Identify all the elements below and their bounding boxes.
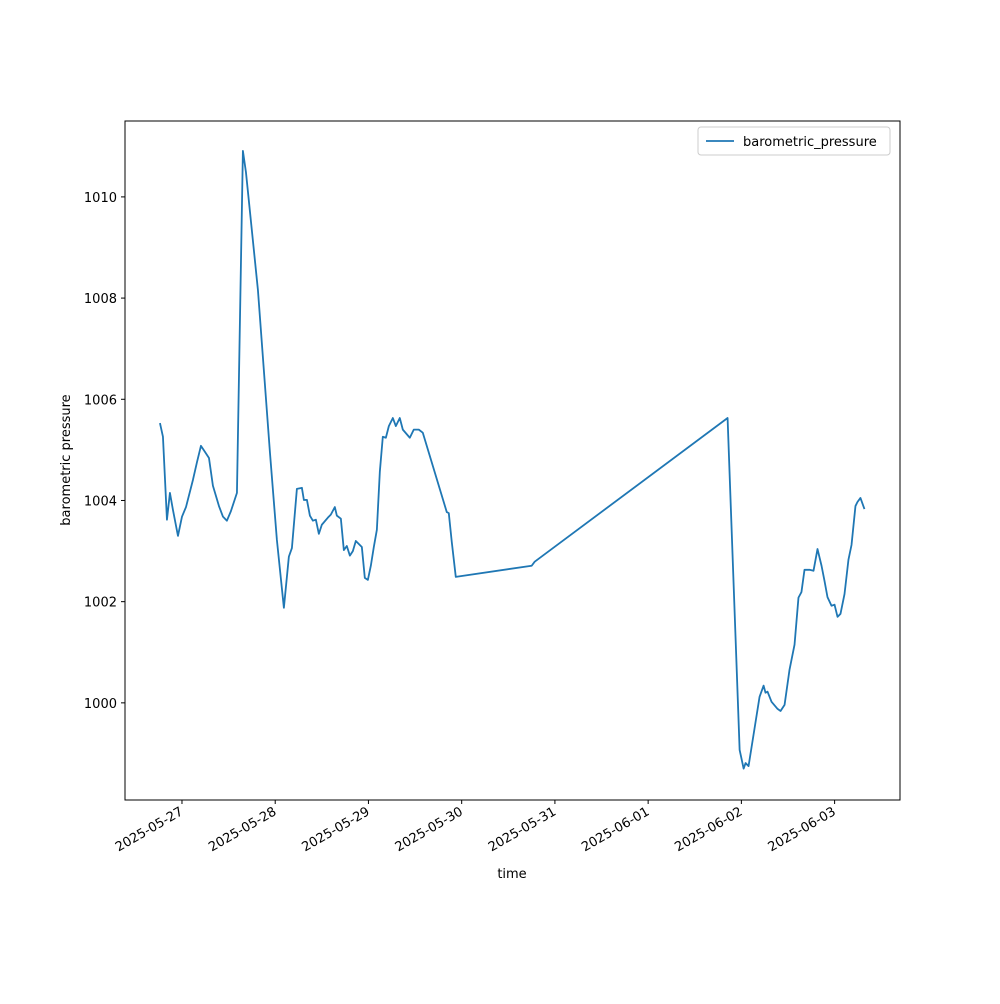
y-tick-label: 1004 (84, 494, 117, 509)
y-tick-label: 1006 (84, 393, 117, 408)
plot-frame (124, 120, 901, 801)
legend-box (697, 126, 891, 156)
legend-label: barometric_pressure (743, 135, 877, 150)
y-tick-label: 1002 (84, 596, 117, 611)
x-axis-label: time (497, 867, 526, 882)
line-series (159, 149, 866, 770)
y-axis-label: barometric pressure (59, 394, 74, 525)
y-tick-label: 1010 (84, 191, 117, 206)
y-tick-label: 1000 (84, 697, 117, 712)
y-tick-label: 1008 (84, 292, 117, 307)
